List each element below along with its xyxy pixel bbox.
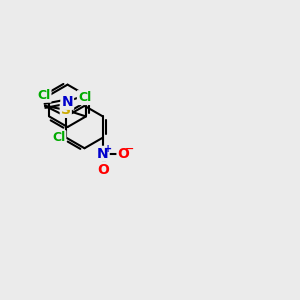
Text: S: S — [61, 103, 71, 117]
Text: N: N — [97, 147, 109, 161]
Text: Cl: Cl — [78, 91, 91, 104]
Text: Cl: Cl — [37, 89, 50, 102]
Text: O: O — [97, 163, 109, 177]
Text: N: N — [61, 95, 73, 109]
Text: −: − — [125, 143, 134, 154]
Text: O: O — [118, 147, 129, 161]
Text: Cl: Cl — [52, 131, 65, 144]
Text: +: + — [104, 143, 112, 154]
